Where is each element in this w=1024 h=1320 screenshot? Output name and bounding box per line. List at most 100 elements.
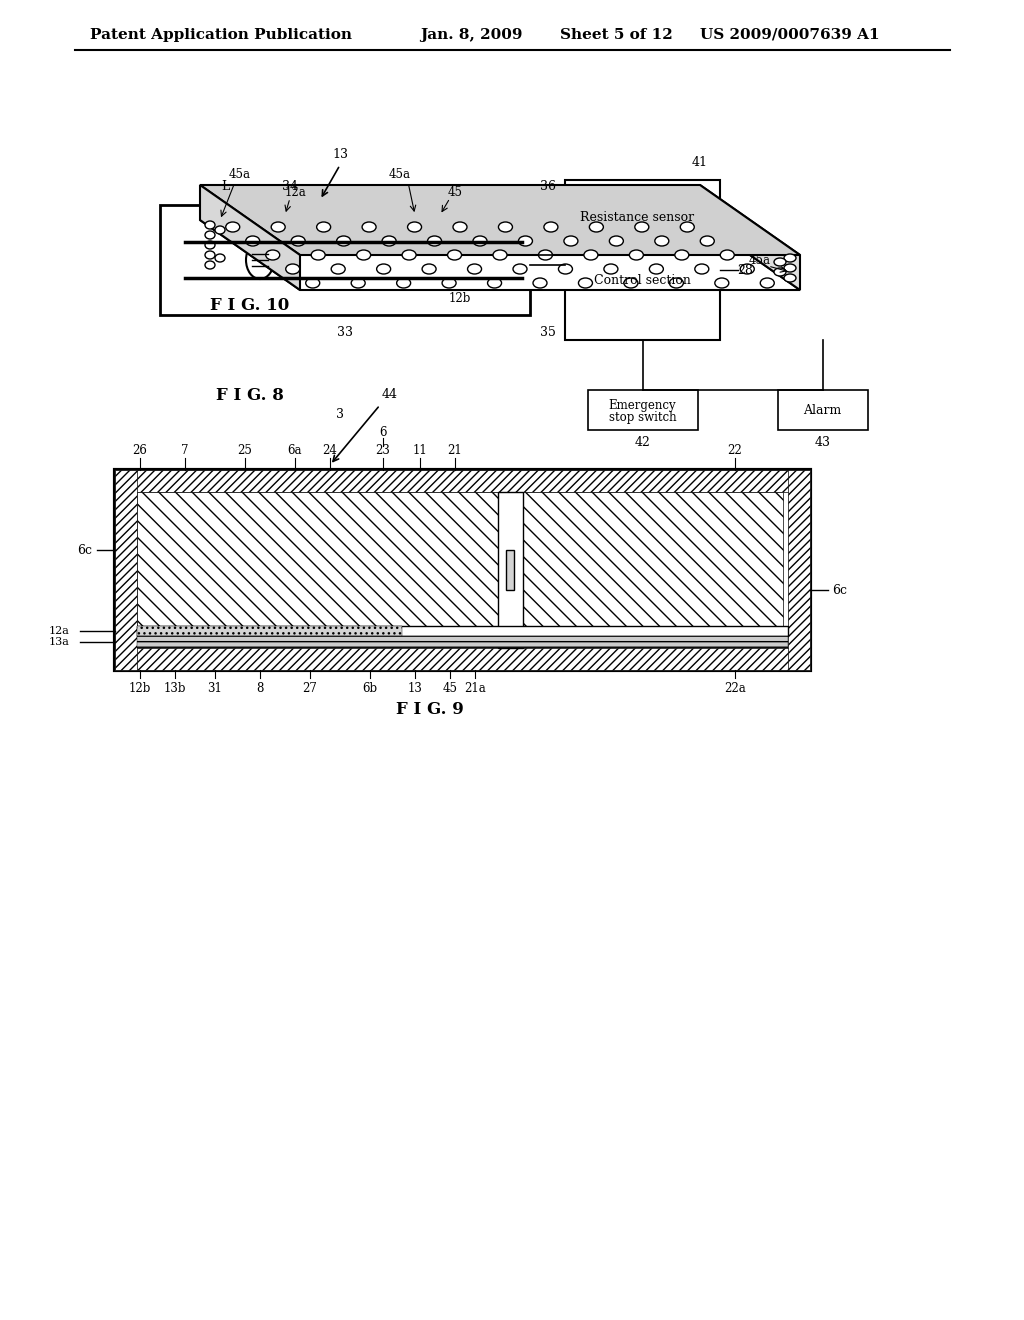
Text: 34: 34 [282,181,298,194]
Text: 23: 23 [376,444,390,457]
Text: 45a: 45a [389,169,411,181]
Ellipse shape [544,222,558,232]
Ellipse shape [700,236,715,246]
Ellipse shape [564,236,578,246]
Ellipse shape [680,222,694,232]
Bar [588,389,697,430]
Text: 36: 36 [540,181,556,194]
Text: 12a: 12a [284,186,306,199]
Bar [788,470,810,671]
Polygon shape [200,185,800,255]
Bar [115,470,137,671]
Ellipse shape [377,264,390,275]
Text: 45: 45 [442,681,458,694]
Ellipse shape [534,279,547,288]
Ellipse shape [215,253,225,261]
Bar [137,492,498,626]
Ellipse shape [246,242,274,279]
Text: 26: 26 [132,444,147,457]
Text: 21: 21 [447,444,463,457]
Text: 43: 43 [814,436,830,449]
Text: 3: 3 [336,408,344,421]
Text: US 2009/0007639 A1: US 2009/0007639 A1 [700,28,880,42]
Text: 44: 44 [382,388,398,401]
Text: Alarm: Alarm [804,404,842,417]
Bar [523,492,783,626]
Ellipse shape [265,249,280,260]
Text: 35: 35 [540,326,556,339]
Bar [498,492,523,648]
Ellipse shape [624,279,638,288]
Ellipse shape [286,264,300,275]
Ellipse shape [630,249,643,260]
Text: 6c: 6c [833,583,848,597]
Text: 6b: 6b [362,681,378,694]
Ellipse shape [351,279,366,288]
Bar [565,180,720,341]
Ellipse shape [356,249,371,260]
Bar [575,190,700,246]
Ellipse shape [487,279,502,288]
Ellipse shape [337,236,350,246]
Text: 13b: 13b [164,681,186,694]
Ellipse shape [774,257,786,267]
Text: 45a: 45a [229,169,251,181]
Ellipse shape [215,226,225,234]
Bar [777,389,867,430]
Ellipse shape [493,249,507,260]
Ellipse shape [654,236,669,246]
Ellipse shape [382,236,396,246]
Ellipse shape [539,249,553,260]
Ellipse shape [760,279,774,288]
Ellipse shape [740,264,755,275]
Ellipse shape [422,264,436,275]
Text: 21a: 21a [464,681,485,694]
Bar [115,470,810,671]
Text: 13: 13 [408,681,423,694]
Ellipse shape [604,264,617,275]
Ellipse shape [784,253,796,261]
Ellipse shape [306,279,319,288]
Text: Control section: Control section [594,273,691,286]
Text: Emergency: Emergency [608,399,676,412]
Text: 13a: 13a [49,638,70,647]
Ellipse shape [331,264,345,275]
Ellipse shape [205,220,215,228]
Bar [115,648,810,671]
Ellipse shape [784,275,796,282]
Ellipse shape [518,236,532,246]
Text: Patent Application Publication: Patent Application Publication [90,28,352,42]
Bar [137,636,788,648]
Text: 11: 11 [413,444,427,457]
Text: 22: 22 [728,444,742,457]
Text: 12b: 12b [129,681,152,694]
Text: 42: 42 [635,436,650,449]
Text: 22a: 22a [724,681,745,694]
Text: 24: 24 [323,444,338,457]
Bar [160,205,530,315]
Text: 25: 25 [238,444,253,457]
Ellipse shape [271,222,285,232]
Text: F I G. 8: F I G. 8 [216,387,284,404]
Ellipse shape [558,264,572,275]
Text: Resistance sensor: Resistance sensor [581,211,694,224]
Bar [137,626,788,636]
Ellipse shape [311,249,326,260]
Ellipse shape [205,251,215,259]
Ellipse shape [774,268,786,276]
Text: 45a: 45a [749,253,771,267]
Ellipse shape [584,249,598,260]
Text: 41: 41 [692,156,708,169]
Ellipse shape [473,236,487,246]
Ellipse shape [246,236,260,246]
Ellipse shape [499,222,512,232]
Text: 45: 45 [447,186,463,198]
Text: L: L [221,181,229,194]
Text: F I G. 10: F I G. 10 [210,297,290,314]
Text: 6c: 6c [78,544,92,557]
Text: 31: 31 [208,681,222,694]
Ellipse shape [396,279,411,288]
Ellipse shape [590,222,603,232]
Text: 7: 7 [181,444,188,457]
Text: stop switch: stop switch [608,412,676,425]
